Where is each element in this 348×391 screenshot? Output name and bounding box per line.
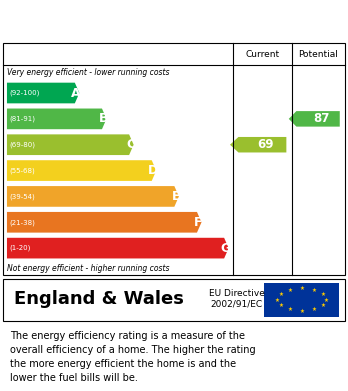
Text: (55-68): (55-68) — [10, 167, 35, 174]
Text: Energy Efficiency Rating: Energy Efficiency Rating — [10, 13, 220, 28]
Text: ★: ★ — [287, 307, 292, 312]
Text: England & Wales: England & Wales — [14, 290, 184, 308]
Text: ★: ★ — [311, 307, 317, 312]
Text: ★: ★ — [278, 292, 283, 297]
Text: Not energy efficient - higher running costs: Not energy efficient - higher running co… — [7, 264, 169, 273]
Text: (39-54): (39-54) — [10, 193, 35, 200]
Polygon shape — [289, 111, 340, 127]
Polygon shape — [7, 212, 201, 233]
Text: (69-80): (69-80) — [10, 142, 36, 148]
Text: ★: ★ — [321, 303, 325, 308]
Text: (92-100): (92-100) — [10, 90, 40, 96]
Text: ★: ★ — [287, 288, 292, 293]
Polygon shape — [230, 137, 286, 152]
Text: Current: Current — [245, 50, 279, 59]
Text: C: C — [126, 138, 135, 151]
Polygon shape — [7, 186, 179, 207]
Text: (1-20): (1-20) — [10, 245, 31, 251]
Text: G: G — [220, 242, 231, 255]
Text: A: A — [71, 86, 81, 100]
Text: ★: ★ — [311, 288, 317, 293]
Text: D: D — [148, 164, 158, 177]
Text: E: E — [172, 190, 180, 203]
Text: ★: ★ — [324, 298, 329, 303]
Polygon shape — [7, 238, 229, 258]
Polygon shape — [7, 83, 79, 103]
Polygon shape — [7, 160, 156, 181]
Text: ★: ★ — [299, 309, 304, 314]
Text: (81-91): (81-91) — [10, 116, 36, 122]
Text: ★: ★ — [275, 298, 280, 303]
Polygon shape — [7, 109, 106, 129]
Text: ★: ★ — [278, 303, 283, 308]
Text: B: B — [98, 112, 108, 126]
Text: 87: 87 — [313, 112, 330, 126]
Text: Potential: Potential — [298, 50, 338, 59]
Text: ★: ★ — [321, 292, 325, 297]
Text: EU Directive
2002/91/EC: EU Directive 2002/91/EC — [209, 289, 264, 309]
Text: Very energy efficient - lower running costs: Very energy efficient - lower running co… — [7, 68, 169, 77]
Text: The energy efficiency rating is a measure of the
overall efficiency of a home. T: The energy efficiency rating is a measur… — [10, 331, 256, 383]
Bar — [264, 283, 339, 317]
Text: F: F — [194, 216, 203, 229]
Text: ★: ★ — [299, 287, 304, 291]
Polygon shape — [7, 135, 134, 155]
Text: (21-38): (21-38) — [10, 219, 35, 226]
Text: 69: 69 — [258, 138, 274, 151]
